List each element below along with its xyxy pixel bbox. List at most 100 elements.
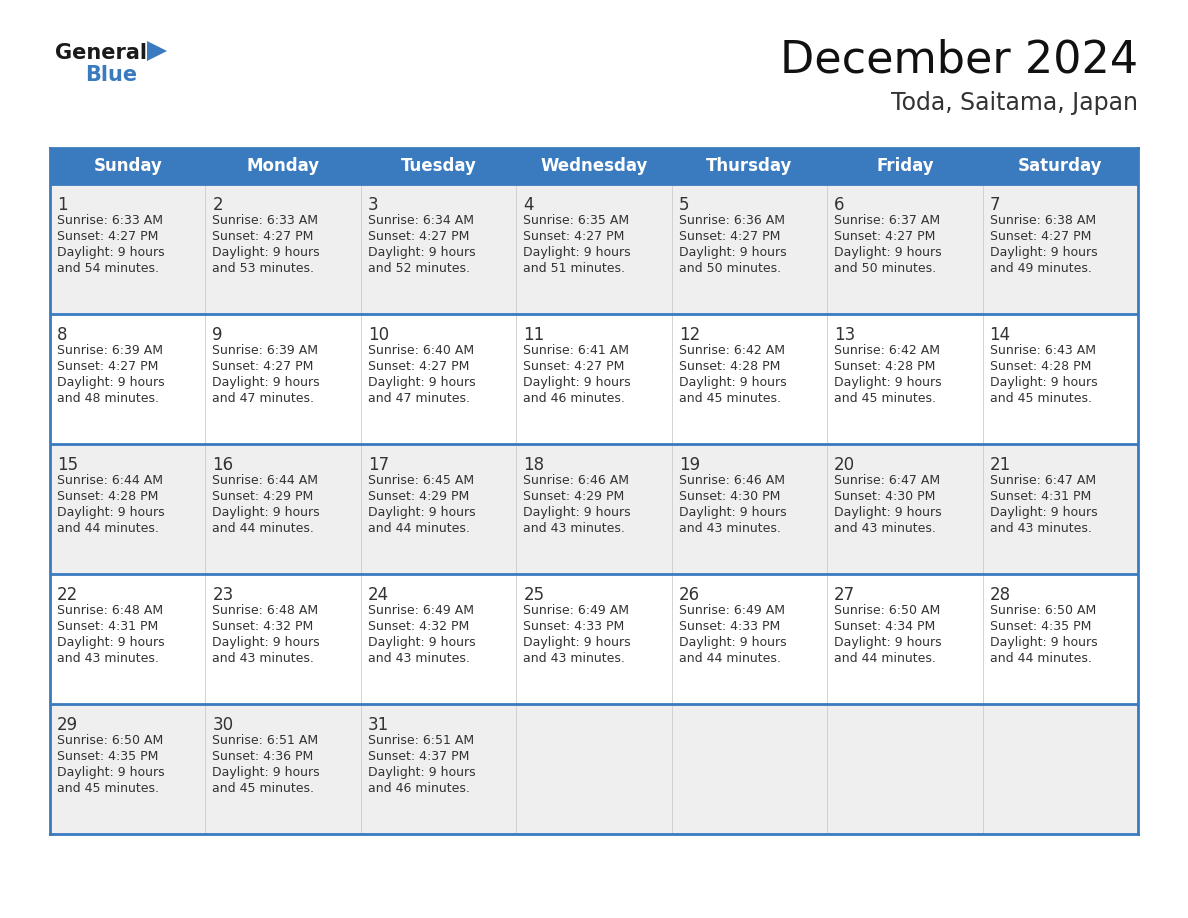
Text: 17: 17 [368, 456, 388, 474]
Text: 8: 8 [57, 326, 68, 344]
Text: and 50 minutes.: and 50 minutes. [834, 262, 936, 275]
Text: Sunset: 4:27 PM: Sunset: 4:27 PM [213, 230, 314, 243]
Text: Sunrise: 6:44 AM: Sunrise: 6:44 AM [57, 474, 163, 487]
Text: Sunrise: 6:45 AM: Sunrise: 6:45 AM [368, 474, 474, 487]
Text: Thursday: Thursday [706, 157, 792, 175]
Bar [982, 444, 1138, 574]
Bar [827, 704, 982, 834]
Bar [982, 574, 1138, 704]
Text: 29: 29 [57, 716, 78, 734]
Text: Sunset: 4:34 PM: Sunset: 4:34 PM [834, 620, 935, 633]
Text: and 46 minutes.: and 46 minutes. [523, 392, 625, 405]
Text: Sunset: 4:33 PM: Sunset: 4:33 PM [678, 620, 781, 633]
Text: Toda, Saitama, Japan: Toda, Saitama, Japan [891, 91, 1138, 115]
Text: Sunset: 4:28 PM: Sunset: 4:28 PM [990, 360, 1091, 373]
Text: Sunrise: 6:39 AM: Sunrise: 6:39 AM [213, 344, 318, 357]
Text: and 44 minutes.: and 44 minutes. [57, 522, 159, 535]
Text: and 47 minutes.: and 47 minutes. [213, 392, 315, 405]
Text: Sunrise: 6:44 AM: Sunrise: 6:44 AM [213, 474, 318, 487]
Text: Tuesday: Tuesday [400, 157, 476, 175]
Text: Saturday: Saturday [1018, 157, 1102, 175]
Text: Sunset: 4:27 PM: Sunset: 4:27 PM [990, 230, 1091, 243]
Polygon shape [147, 41, 168, 61]
Text: Sunset: 4:27 PM: Sunset: 4:27 PM [57, 230, 158, 243]
Text: Sunrise: 6:42 AM: Sunrise: 6:42 AM [678, 344, 785, 357]
Text: 19: 19 [678, 456, 700, 474]
Text: and 43 minutes.: and 43 minutes. [213, 652, 315, 665]
Text: Daylight: 9 hours: Daylight: 9 hours [523, 636, 631, 649]
Text: 11: 11 [523, 326, 544, 344]
Text: Daylight: 9 hours: Daylight: 9 hours [678, 506, 786, 519]
Text: 15: 15 [57, 456, 78, 474]
Text: Daylight: 9 hours: Daylight: 9 hours [990, 376, 1098, 389]
Text: Sunrise: 6:42 AM: Sunrise: 6:42 AM [834, 344, 940, 357]
Text: Blue: Blue [86, 65, 137, 85]
Text: 30: 30 [213, 716, 234, 734]
Text: 6: 6 [834, 196, 845, 214]
Text: 24: 24 [368, 586, 388, 604]
Text: 3: 3 [368, 196, 379, 214]
Text: Sunrise: 6:48 AM: Sunrise: 6:48 AM [57, 604, 163, 617]
Text: 16: 16 [213, 456, 234, 474]
Text: and 43 minutes.: and 43 minutes. [834, 522, 936, 535]
Text: Sunset: 4:27 PM: Sunset: 4:27 PM [368, 360, 469, 373]
Bar [361, 444, 517, 574]
Text: and 43 minutes.: and 43 minutes. [678, 522, 781, 535]
Text: Sunrise: 6:49 AM: Sunrise: 6:49 AM [678, 604, 785, 617]
Text: Daylight: 9 hours: Daylight: 9 hours [57, 506, 165, 519]
Text: and 44 minutes.: and 44 minutes. [213, 522, 315, 535]
Bar [50, 444, 206, 574]
Text: Friday: Friday [876, 157, 934, 175]
Text: Sunset: 4:37 PM: Sunset: 4:37 PM [368, 750, 469, 763]
Text: 27: 27 [834, 586, 855, 604]
Text: Daylight: 9 hours: Daylight: 9 hours [213, 766, 320, 779]
Bar [827, 574, 982, 704]
Text: Daylight: 9 hours: Daylight: 9 hours [523, 376, 631, 389]
Text: Sunrise: 6:49 AM: Sunrise: 6:49 AM [368, 604, 474, 617]
Text: Sunset: 4:27 PM: Sunset: 4:27 PM [678, 230, 781, 243]
Bar [517, 444, 671, 574]
Text: 18: 18 [523, 456, 544, 474]
Text: Sunrise: 6:36 AM: Sunrise: 6:36 AM [678, 214, 785, 227]
Bar [50, 704, 206, 834]
Text: Wednesday: Wednesday [541, 157, 647, 175]
Text: Sunset: 4:32 PM: Sunset: 4:32 PM [368, 620, 469, 633]
Text: 9: 9 [213, 326, 223, 344]
Text: 1: 1 [57, 196, 68, 214]
Text: Sunset: 4:27 PM: Sunset: 4:27 PM [213, 360, 314, 373]
Text: Sunset: 4:36 PM: Sunset: 4:36 PM [213, 750, 314, 763]
Text: Sunrise: 6:35 AM: Sunrise: 6:35 AM [523, 214, 630, 227]
Text: 13: 13 [834, 326, 855, 344]
Text: Sunrise: 6:46 AM: Sunrise: 6:46 AM [523, 474, 630, 487]
Text: Sunset: 4:30 PM: Sunset: 4:30 PM [834, 490, 935, 503]
Text: and 49 minutes.: and 49 minutes. [990, 262, 1092, 275]
Text: 21: 21 [990, 456, 1011, 474]
Text: 10: 10 [368, 326, 388, 344]
Text: Sunrise: 6:33 AM: Sunrise: 6:33 AM [213, 214, 318, 227]
Text: Sunrise: 6:47 AM: Sunrise: 6:47 AM [990, 474, 1095, 487]
Text: and 43 minutes.: and 43 minutes. [368, 652, 469, 665]
Bar [827, 444, 982, 574]
Text: Sunset: 4:27 PM: Sunset: 4:27 PM [834, 230, 935, 243]
Text: Sunset: 4:32 PM: Sunset: 4:32 PM [213, 620, 314, 633]
Text: 4: 4 [523, 196, 533, 214]
Text: 20: 20 [834, 456, 855, 474]
Bar [361, 704, 517, 834]
Text: Sunset: 4:35 PM: Sunset: 4:35 PM [57, 750, 158, 763]
Text: 14: 14 [990, 326, 1011, 344]
Text: Sunset: 4:28 PM: Sunset: 4:28 PM [834, 360, 935, 373]
Text: 25: 25 [523, 586, 544, 604]
Text: Daylight: 9 hours: Daylight: 9 hours [834, 636, 942, 649]
Text: Sunrise: 6:50 AM: Sunrise: 6:50 AM [990, 604, 1095, 617]
Text: Daylight: 9 hours: Daylight: 9 hours [523, 506, 631, 519]
Text: Sunrise: 6:49 AM: Sunrise: 6:49 AM [523, 604, 630, 617]
Text: Sunrise: 6:46 AM: Sunrise: 6:46 AM [678, 474, 785, 487]
Text: Sunrise: 6:47 AM: Sunrise: 6:47 AM [834, 474, 940, 487]
Bar [361, 314, 517, 444]
Text: Sunset: 4:35 PM: Sunset: 4:35 PM [990, 620, 1091, 633]
Text: Daylight: 9 hours: Daylight: 9 hours [990, 246, 1098, 259]
Text: 28: 28 [990, 586, 1011, 604]
Text: Sunset: 4:27 PM: Sunset: 4:27 PM [523, 230, 625, 243]
Text: 5: 5 [678, 196, 689, 214]
Text: and 45 minutes.: and 45 minutes. [213, 782, 315, 795]
